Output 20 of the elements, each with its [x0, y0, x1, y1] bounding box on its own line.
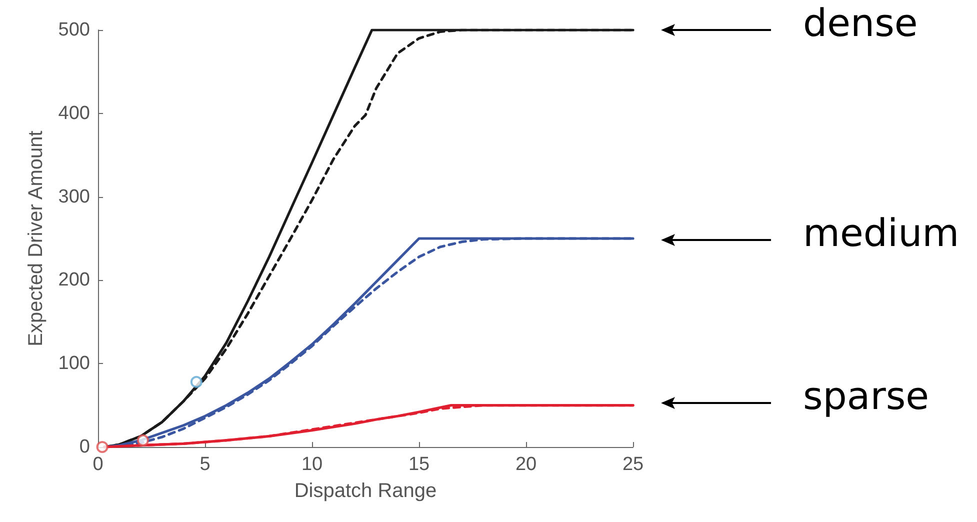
y-tick-label: 500: [58, 20, 90, 40]
text: dense: [803, 1, 918, 45]
y-axis-title: Expected Driver Amount: [25, 130, 47, 346]
x-axis-title: Dispatch Range: [294, 480, 437, 502]
x-tick-label: 25: [622, 454, 644, 475]
x-tick-label: 5: [200, 454, 210, 475]
text: medium: [803, 211, 960, 255]
point: [96, 441, 108, 453]
y-tick-label: 0: [79, 436, 90, 458]
text: sparse: [803, 374, 930, 418]
x-tick-label: 0: [92, 454, 104, 475]
x-tick-label: 10: [301, 454, 323, 475]
y-tick-label: 200: [58, 270, 90, 291]
y-tick-label: 300: [58, 186, 90, 208]
y-tick-label: 100: [58, 353, 90, 374]
x-tick-label: 20: [515, 454, 537, 475]
point: [190, 376, 202, 388]
x-tick-label: 15: [408, 454, 430, 475]
y-tick-label: 400: [58, 102, 90, 124]
point: [136, 434, 149, 446]
